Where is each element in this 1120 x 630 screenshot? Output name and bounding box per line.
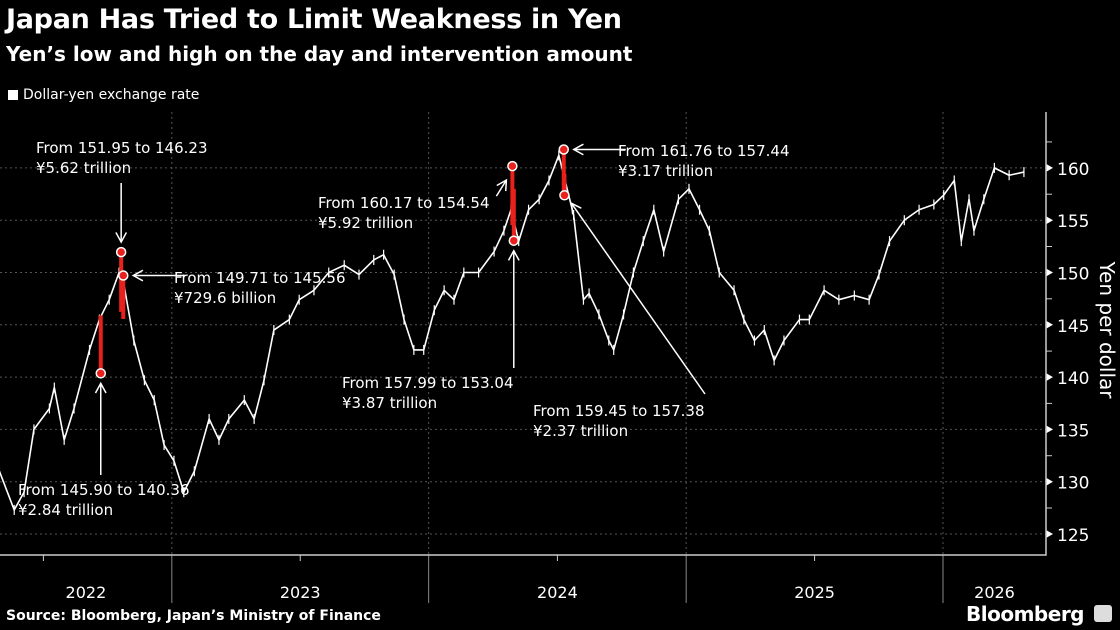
annotation-line2: ¥729.6 billion: [174, 289, 276, 307]
arrowhead-icon: [507, 249, 520, 261]
intervention-marker: [508, 235, 520, 246]
x-tick-label: 2023: [280, 583, 321, 602]
annotation-line2: ¥2.37 trillion: [533, 422, 628, 440]
y-tick: [1046, 268, 1053, 277]
y-tick-label: 135: [1057, 421, 1089, 441]
y-tick-label: 130: [1057, 474, 1089, 494]
arrowhead-icon: [570, 202, 582, 215]
arrowhead-icon: [94, 381, 107, 394]
bloomberg-chart-icon: [1094, 605, 1112, 622]
x-tick-label: 2025: [794, 583, 835, 602]
axis-frame: [0, 112, 1047, 556]
annotation-line2: ¥5.92 trillion: [318, 214, 413, 232]
y-tick-label: 160: [1057, 160, 1089, 180]
arrowhead-icon: [131, 269, 144, 282]
annotation-line1: From 159.45 to 157.38: [533, 402, 705, 420]
intervention-marker: [95, 368, 107, 379]
annotation-line1: From 160.17 to 154.54: [318, 194, 490, 212]
annotation-line1: From 151.95 to 146.23: [36, 139, 208, 157]
arrowhead-icon: [572, 143, 584, 156]
annotation-line1: From 161.76 to 157.44: [618, 142, 790, 160]
y-tick: [1046, 163, 1053, 172]
chart-title: Japan Has Tried to Limit Weakness in Yen: [6, 4, 622, 35]
y-tick-label: 140: [1057, 369, 1089, 389]
annotation-line1: From 145.90 to 140.36: [18, 481, 190, 499]
y-tick: [1046, 216, 1053, 225]
legend-swatch: [8, 90, 18, 100]
annotation-line2: ¥3.17 trillion: [618, 162, 713, 180]
arrowhead-icon: [115, 232, 128, 244]
intervention-marker: [115, 246, 127, 258]
legend-label: Dollar-yen exchange rate: [23, 87, 200, 103]
intervention-marker: [558, 144, 569, 155]
y-tick: [1046, 425, 1053, 434]
annotation-arrow: [570, 202, 706, 395]
x-tick-label: 2024: [537, 583, 578, 602]
annotation-line2: ¥2.84 trillion: [18, 501, 113, 519]
intervention-marker: [559, 190, 570, 201]
annotation-line1: From 157.99 to 153.04: [342, 374, 514, 392]
intervention-marker: [118, 270, 129, 281]
y-tick: [1046, 530, 1053, 538]
arrowhead-icon: [496, 178, 508, 192]
y-tick-label: 125: [1057, 526, 1089, 546]
y-tick: [1046, 373, 1053, 382]
y-tick-label: 155: [1057, 212, 1089, 232]
annotation-line1: From 149.71 to 145.56: [174, 269, 346, 287]
intervention-marker: [507, 160, 518, 172]
y-tick-label: 145: [1057, 317, 1089, 337]
bloomberg-logo: Bloomberg: [966, 602, 1084, 626]
legend: Dollar-yen exchange rate: [8, 87, 199, 103]
x-tick-label: 2022: [66, 583, 107, 602]
y-tick: [1046, 320, 1053, 329]
annotation-arrow: [495, 179, 508, 197]
y-axis-label: Yen per dollar: [1095, 260, 1119, 399]
source-note: Source: Bloomberg, Japan’s Ministry of F…: [6, 608, 381, 624]
annotation-line2: ¥5.62 trillion: [36, 159, 131, 177]
annotation-line2: ¥3.87 trillion: [342, 394, 437, 412]
x-tick-label: 2026: [974, 583, 1015, 602]
chart-subtitle: Yen’s low and high on the day and interv…: [6, 42, 633, 66]
y-tick-label: 150: [1057, 265, 1089, 285]
y-tick: [1046, 477, 1053, 486]
